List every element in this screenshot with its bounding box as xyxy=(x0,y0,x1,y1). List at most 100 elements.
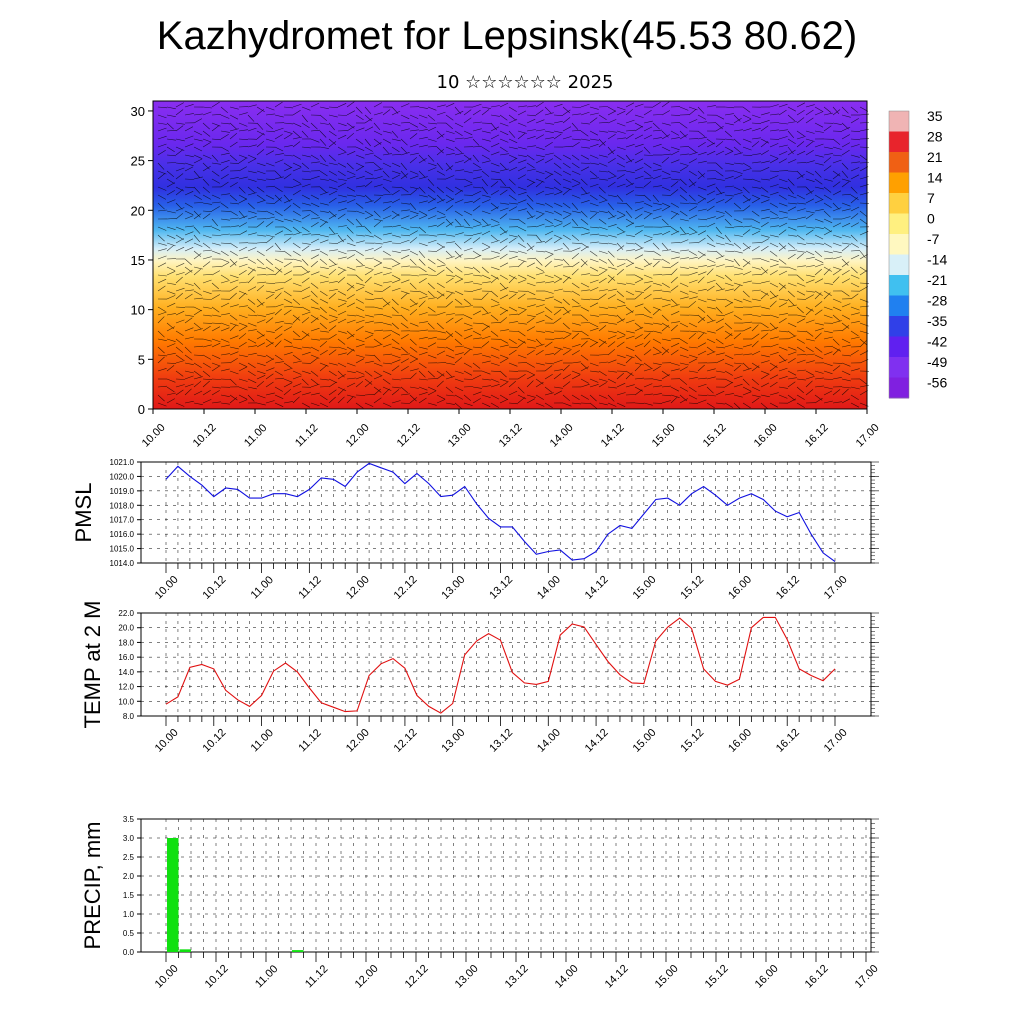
y-tick-label: 10.0 xyxy=(118,697,134,706)
colorbar-label: 28 xyxy=(927,129,943,145)
colorbar-label: 14 xyxy=(927,170,943,186)
colorbar-segment xyxy=(889,213,909,235)
heatmap-x-tick-label: 10.12 xyxy=(191,422,219,450)
x-tick-label: 13.00 xyxy=(453,963,481,991)
x-tick-label: 12.12 xyxy=(392,727,420,755)
heatmap-x-tick-label: 12.12 xyxy=(395,422,423,450)
y-tick-label: 1020.0 xyxy=(110,472,135,481)
precip-bar xyxy=(179,949,191,952)
panel-frame xyxy=(140,818,872,953)
heatmap-x-tick-label: 14.00 xyxy=(548,422,576,450)
y-tick-label: 12.0 xyxy=(118,683,134,692)
heatmap-y-tick-label: 5 xyxy=(138,352,145,367)
colorbar-segment xyxy=(889,254,909,276)
y-tick-label: 22.0 xyxy=(118,609,134,618)
x-tick-label: 14.12 xyxy=(603,963,631,991)
colorbar-segment xyxy=(889,336,909,358)
heatmap-y-tick-label: 25 xyxy=(131,154,145,169)
y-tick-label: 1015.0 xyxy=(110,545,135,554)
x-tick-label: 17.00 xyxy=(822,727,850,755)
precip-bar xyxy=(292,950,304,952)
colorbar-frame xyxy=(888,110,910,399)
colorbar-label: -49 xyxy=(927,354,947,370)
x-tick-label: 17.00 xyxy=(822,574,850,602)
precip-bar xyxy=(167,838,179,952)
colorbar-label: -21 xyxy=(927,272,947,288)
x-tick-label: 14.00 xyxy=(535,574,563,602)
y-tick-label: 1019.0 xyxy=(110,487,135,496)
colorbar-segment xyxy=(889,357,909,378)
x-tick-label: 12.12 xyxy=(392,574,420,602)
colorbar-label: 0 xyxy=(927,211,935,227)
y-tick-label: 2.0 xyxy=(123,872,135,881)
x-tick-label: 16.12 xyxy=(803,963,831,991)
chart-subtitle: 10 ☆☆☆☆☆☆ 2025 xyxy=(436,72,614,93)
x-tick-label: 15.00 xyxy=(631,574,659,602)
temp-panel: 8.0 10.0 12.0 14.0 16.0 18.0 20.0 22.0 10.00 10.1… xyxy=(80,601,879,755)
colorbar-label: -14 xyxy=(927,252,947,268)
y-tick-label: 1014.0 xyxy=(110,559,135,568)
x-tick-label: 12.00 xyxy=(344,727,372,755)
y-tick-label: 3.5 xyxy=(123,815,135,824)
pmsl-panel: 1014.0 1015.0 1016.0 1017.0 1018.0 1019.0 1020… xyxy=(71,458,879,602)
colorbar-label: -42 xyxy=(927,334,947,350)
x-tick-label: 16.00 xyxy=(726,727,754,755)
heatmap-x-tick-label: 13.00 xyxy=(446,422,474,450)
panel-frame xyxy=(140,461,872,564)
x-tick-label: 17.00 xyxy=(853,963,881,991)
heatmap-x-tick-label: 11.12 xyxy=(293,422,320,449)
y-tick-label: 20.0 xyxy=(118,624,134,633)
x-tick-label: 12.12 xyxy=(403,963,431,991)
y-tick-label: 1017.0 xyxy=(110,516,135,525)
x-tick-label: 12.00 xyxy=(353,963,381,991)
y-tick-label: 2.5 xyxy=(123,853,135,862)
y-tick-label: 1021.0 xyxy=(110,458,135,467)
x-tick-label: 16.00 xyxy=(753,963,781,991)
heatmap-y-tick-label: 10 xyxy=(131,303,145,318)
colorbar-label: 35 xyxy=(927,108,943,124)
colorbar-segment xyxy=(889,275,909,296)
x-tick-label: 11.12 xyxy=(296,574,323,601)
y-tick-label: 18.0 xyxy=(118,638,134,647)
x-tick-label: 10.00 xyxy=(153,574,181,602)
y-tick-label: 1.0 xyxy=(123,910,135,919)
x-tick-label: 10.00 xyxy=(153,727,181,755)
x-tick-label: 13.00 xyxy=(439,574,467,602)
colorbar-label: 21 xyxy=(927,149,943,165)
x-tick-label: 15.12 xyxy=(703,963,731,991)
y-tick-label: 8.0 xyxy=(123,712,135,721)
heatmap-y-tick-label: 15 xyxy=(131,253,145,268)
y-tick-label: 1.5 xyxy=(123,891,135,900)
y-tick-label: 1018.0 xyxy=(110,501,135,510)
x-tick-label: 13.00 xyxy=(439,727,467,755)
x-tick-label: 11.00 xyxy=(249,727,276,754)
y-tick-label: 16.0 xyxy=(118,653,134,662)
x-tick-label: 15.00 xyxy=(631,727,659,755)
x-tick-label: 12.00 xyxy=(344,574,372,602)
heatmap-y-tick-label: 30 xyxy=(131,104,145,119)
colorbar-label: -56 xyxy=(927,375,947,391)
heatmap-x-tick-label: 17.00 xyxy=(854,422,882,450)
y-tick-label: 14.0 xyxy=(118,668,134,677)
colorbar-segment xyxy=(889,193,909,214)
x-tick-label: 14.12 xyxy=(583,574,611,602)
y-tick-label: 1016.0 xyxy=(110,530,135,539)
x-tick-label: 10.12 xyxy=(201,574,229,602)
x-tick-label: 10.00 xyxy=(153,963,181,991)
colorbar-segment xyxy=(889,377,909,399)
x-tick-label: 13.12 xyxy=(487,727,515,755)
y-axis-title: TEMP at 2 M xyxy=(80,601,105,729)
x-tick-label: 15.12 xyxy=(678,727,706,755)
x-tick-label: 11.12 xyxy=(303,963,330,990)
heatmap-x-tick-label: 16.12 xyxy=(803,422,831,450)
x-tick-label: 11.12 xyxy=(296,727,323,754)
x-tick-label: 10.12 xyxy=(203,963,231,991)
temperature-field xyxy=(153,101,867,409)
heatmap-x-tick-label: 14.12 xyxy=(599,422,627,450)
colorbar-segment xyxy=(889,234,909,255)
colorbar-segment xyxy=(889,131,909,153)
heatmap-x-tick-label: 15.12 xyxy=(701,422,729,450)
colorbar-segment xyxy=(889,172,909,194)
x-tick-label: 16.12 xyxy=(774,574,802,602)
